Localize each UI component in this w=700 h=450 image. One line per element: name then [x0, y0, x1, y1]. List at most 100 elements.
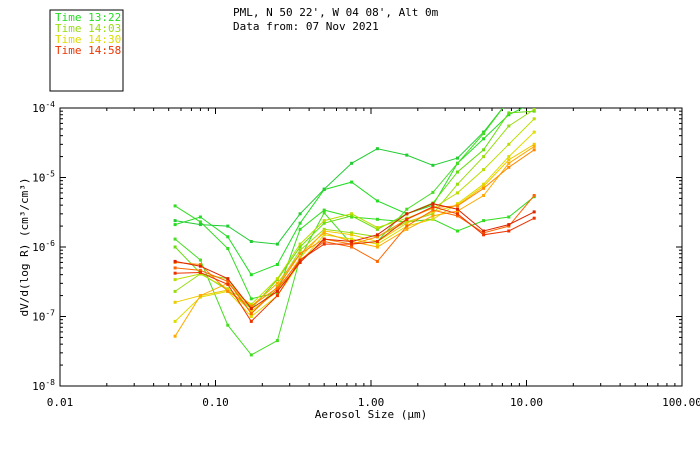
data-point [275, 277, 279, 281]
data-point [375, 242, 379, 246]
data-point [375, 147, 379, 151]
data-point [322, 211, 326, 215]
data-point [482, 184, 486, 188]
data-point [275, 263, 279, 266]
data-point [226, 323, 230, 327]
data-point [507, 165, 511, 169]
data-point [375, 217, 379, 221]
y-tick-label: 10-7 [32, 309, 55, 324]
data-point [173, 237, 177, 241]
data-point [482, 155, 486, 159]
data-point [456, 212, 459, 216]
data-point [198, 294, 202, 298]
data-point [375, 240, 379, 243]
data-point [298, 252, 302, 256]
data-point [298, 256, 302, 260]
data-point [249, 312, 253, 316]
data-point [275, 281, 279, 285]
data-point [350, 242, 354, 246]
data-point [482, 233, 486, 237]
data-point [322, 242, 326, 246]
plot-area [59, 107, 683, 387]
data-point [405, 212, 409, 216]
data-point [507, 142, 511, 146]
legend-item: Time 14:58 [55, 44, 121, 57]
axes: 0.01 0.10 1.00 10.00 100.0010-810-710-610-51… [32, 100, 700, 409]
data-point [375, 199, 379, 203]
y-tick-base: 10 [32, 172, 45, 185]
data-point [405, 221, 409, 225]
data-point [375, 226, 379, 230]
data-point [298, 221, 302, 225]
data-point [532, 194, 536, 197]
data-point [456, 204, 459, 208]
data-point [507, 223, 511, 227]
data-point [405, 227, 409, 231]
data-point [249, 297, 253, 301]
data-point [226, 235, 230, 239]
x-tick-label: 10.00 [510, 396, 543, 409]
y-tick-base: 10 [32, 311, 45, 324]
data-point [532, 216, 536, 220]
data-point [173, 219, 177, 223]
data-point [532, 108, 536, 111]
data-point [173, 289, 177, 293]
y-axis-label: dV/d(log R) (cm³/cm³) [18, 177, 31, 316]
data-point [198, 271, 202, 274]
data-point [322, 187, 326, 191]
data-point [482, 219, 486, 223]
data-point [456, 170, 459, 174]
data-point [298, 248, 302, 252]
y-tick-exponent: -4 [45, 100, 55, 109]
data-point [173, 300, 177, 304]
y-tick-base: 10 [32, 380, 45, 393]
data-point [249, 319, 253, 323]
data-point [482, 231, 486, 235]
data-point [405, 217, 409, 221]
data-point [375, 245, 379, 249]
data-point [322, 233, 326, 237]
data-point [275, 289, 279, 293]
data-point [350, 245, 354, 249]
data-point [507, 111, 511, 115]
y-tick-label: 10-5 [32, 170, 55, 185]
data-point [350, 212, 354, 216]
data-point [431, 212, 435, 216]
data-point [532, 210, 536, 214]
data-point [507, 215, 511, 219]
x-tick-label: 0.01 [47, 396, 74, 409]
data-point [456, 161, 459, 165]
y-tick-label: 10-6 [32, 239, 55, 254]
data-point [482, 186, 486, 190]
data-point [431, 214, 435, 218]
data-point [173, 259, 177, 263]
data-point [482, 229, 486, 233]
data-point [350, 233, 354, 237]
data-point [431, 208, 435, 212]
data-point [456, 182, 459, 186]
data-point [405, 207, 409, 211]
data-point [375, 233, 379, 237]
data-point [298, 212, 302, 216]
data-point [173, 266, 177, 270]
data-point [456, 214, 459, 218]
data-point [507, 99, 510, 102]
data-point [322, 229, 326, 233]
data-point [322, 208, 326, 212]
y-tick-base: 10 [32, 102, 45, 115]
data-point [507, 229, 511, 233]
data-point [507, 158, 511, 162]
data-point [431, 205, 435, 209]
data-point [405, 153, 409, 157]
data-point [431, 210, 435, 214]
data-point [456, 207, 459, 211]
data-point [249, 315, 253, 318]
data-point [405, 224, 409, 228]
data-point [375, 259, 379, 263]
data-point [275, 242, 279, 246]
y-tick-exponent: -7 [45, 309, 55, 318]
data-point [507, 99, 510, 102]
data-point [456, 229, 459, 233]
data-point [532, 144, 536, 148]
